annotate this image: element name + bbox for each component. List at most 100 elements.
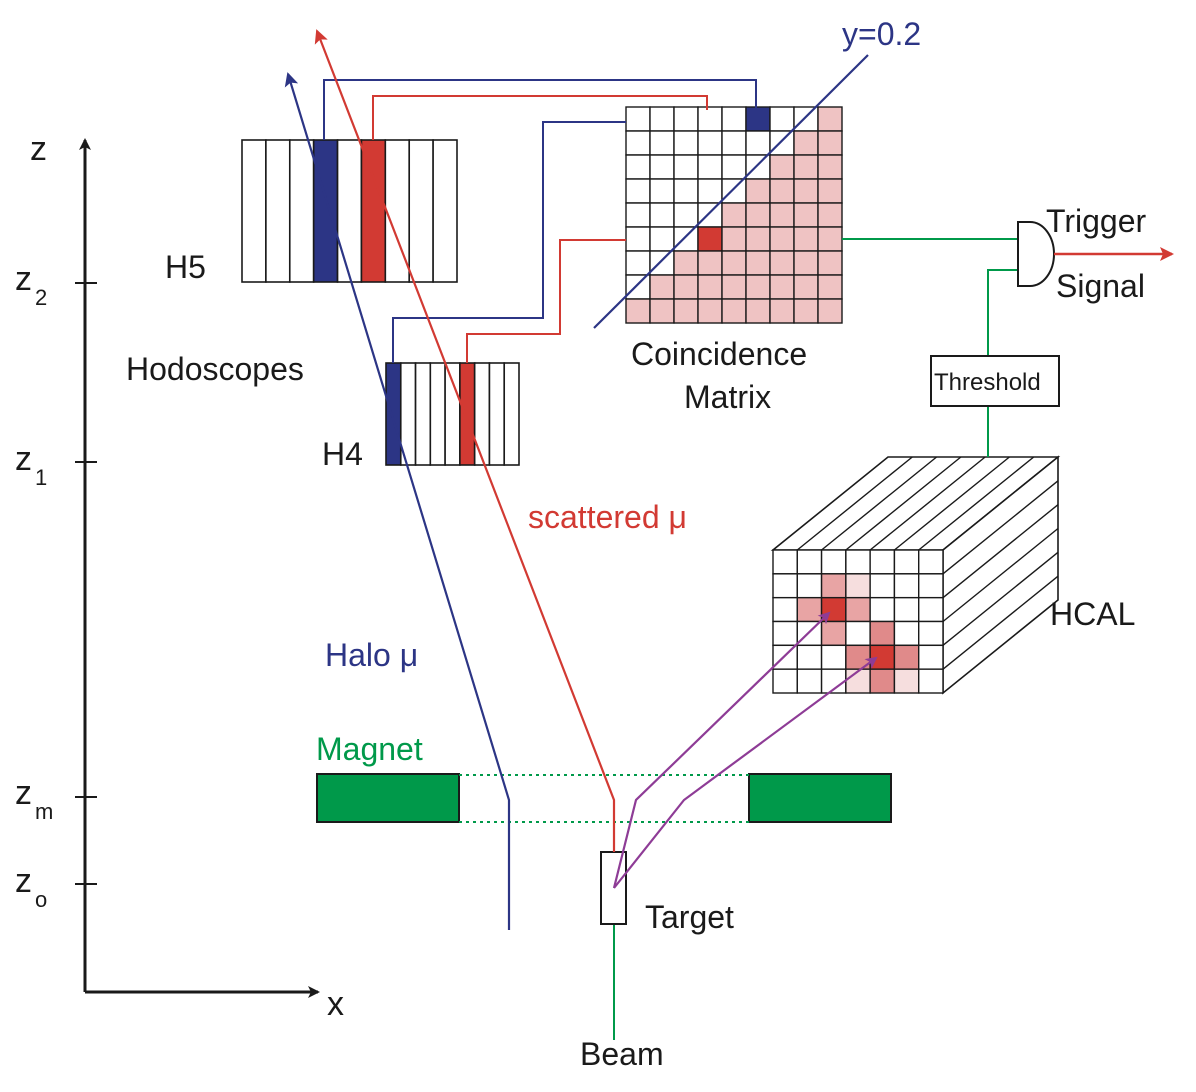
matrix-cell [673,106,699,132]
matrix-cell [697,298,723,324]
magnet-left-pole [316,773,460,823]
matrix-cell [697,202,723,228]
hcal-depth-line [845,456,962,551]
scattered-muon-label: scattered μ [528,499,687,535]
x-axis-label: x [327,985,344,1023]
h5-strip [241,139,267,283]
hcal-cell [918,549,944,575]
hcal-cell [869,668,896,694]
wire-h5-blue [323,79,757,140]
wire-h5-red [372,95,708,140]
matrix-cell [673,226,699,252]
matrix-cell [625,298,651,324]
hcal-cell [918,573,944,599]
hcal-cell [820,620,847,647]
matrix-cell [721,202,747,228]
matrix-cell [649,106,675,132]
matrix-cell [697,250,723,276]
hcal-cell [869,596,896,623]
matrix-cell [673,298,699,324]
hcal-depth-line [942,551,1059,646]
hcal: HCAL [770,455,1135,695]
z2-tick-sub: 2 [35,285,47,310]
matrix-cell [697,274,723,300]
h5-strip [312,139,339,283]
target-label: Target [645,899,734,935]
hadron-track-1 [612,611,831,889]
h5-strip [408,139,434,283]
hodoscopes-label: Hodoscopes [126,351,304,387]
matrix-cell [649,226,675,252]
matrix-cell [769,250,795,276]
hcal-cell [820,573,847,599]
matrix-cell [721,178,747,204]
coincidence-label-line1: Coincidence [631,336,807,372]
hcal-cell [918,596,944,623]
matrix-cell [721,274,747,300]
matrix-cell [793,250,819,276]
matrix-cell [769,202,795,228]
hcal-cell [893,620,920,647]
threshold-box [930,355,1060,407]
trigger-logic: Trigger Signal Threshold [842,203,1174,457]
hcal-cell [796,549,823,575]
matrix-cell [697,226,723,252]
matrix-cell [673,154,699,180]
h5-strip [288,139,315,283]
matrix-cell [793,178,819,204]
h4-strip [488,362,506,466]
hcal-cell [893,668,920,694]
beam-label: Beam [580,1036,664,1072]
hcal-cell [893,549,920,575]
matrix-cell [649,298,675,324]
wire-threshold-to-gate [987,269,1018,356]
z-axis-label: z [30,130,47,168]
hcal-depth-line [796,456,913,551]
matrix-cell [817,250,843,276]
hadron-tracks [612,611,878,889]
magnet: Magnet [316,731,892,823]
hcal-depth-line [942,527,1059,623]
hcal-cell [796,573,823,599]
matrix-cell [721,298,747,324]
wiring [323,79,757,363]
matrix-cell [817,106,843,132]
matrix-cell [745,202,771,228]
y-cut-line [593,54,869,329]
matrix-cell [625,130,651,156]
hcal-cell [845,620,871,647]
hcal-depth-line [893,456,1010,551]
hcal-cell [772,549,798,575]
hcal-cell [796,596,823,623]
matrix-cell [817,202,843,228]
hcal-depth-line [918,456,1035,551]
matrix-cell [769,154,795,180]
matrix-cell [649,154,675,180]
coincidence-matrix: Coincidence Matrix [625,106,843,415]
matrix-cell [817,226,843,252]
hcal-cell [918,620,944,647]
hcal-cell [772,573,798,599]
matrix-cell [625,178,651,204]
matrix-cell [697,106,723,132]
matrix-cell [625,226,651,252]
matrix-cell [625,202,651,228]
trigger-label-line1: Trigger [1046,203,1147,239]
matrix-cell [697,130,723,156]
and-gate [1017,221,1055,287]
hodoscope-h4: H4 [322,362,520,472]
h4-strip [385,362,402,466]
h4-strip [459,362,476,466]
matrix-cell [745,298,771,324]
matrix-cell [793,274,819,300]
hcal-cell [845,573,871,599]
matrix-cell [745,154,771,180]
hodoscope-h5: H5 [165,139,458,285]
matrix-cell [649,250,675,276]
matrix-cell [793,130,819,156]
matrix-cell [769,178,795,204]
hcal-cell [893,596,920,623]
matrix-cell [769,106,795,132]
hcal-cell [772,668,798,694]
